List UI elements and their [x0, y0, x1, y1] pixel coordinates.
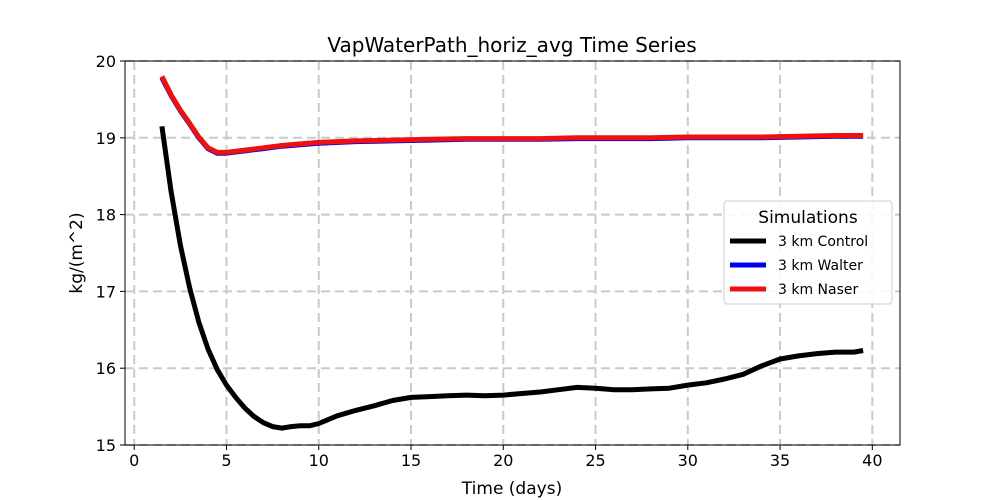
- x-tick-label: 10: [309, 451, 329, 470]
- legend-entries: 3 km Control 3 km Walter 3 km Naser: [730, 234, 868, 298]
- x-tick-label: 25: [585, 451, 605, 470]
- axis-ticks: 0 5 10 15 20 25 30 35 40 15 16 17 18 19 20: [96, 52, 883, 470]
- x-tick-label: 5: [221, 451, 231, 470]
- y-axis-label: kg/(m^2): [67, 212, 87, 293]
- legend-box: [723, 200, 893, 305]
- y-tick-label: 20: [96, 52, 116, 71]
- y-tick-label: 19: [96, 129, 116, 148]
- x-tick-label: 0: [129, 451, 139, 470]
- chart-title: VapWaterPath_horiz_avg Time Series: [327, 33, 696, 57]
- x-tick-label: 35: [770, 451, 790, 470]
- y-tick-label: 17: [96, 282, 116, 301]
- y-tick-label: 16: [96, 359, 116, 378]
- y-tick-label: 18: [96, 206, 116, 225]
- plot-frame: [124, 60, 901, 446]
- x-tick-label: 20: [493, 451, 513, 470]
- legend-label-3-km-walter: 3 km Walter: [778, 258, 863, 274]
- legend-label-3-km-naser: 3 km Naser: [778, 282, 859, 298]
- x-axis-label: Time (days): [461, 479, 562, 499]
- x-tick-label: 40: [862, 451, 882, 470]
- series-lines: [159, 75, 864, 431]
- y-tick-label: 15: [96, 436, 116, 455]
- legend-label-3-km-control: 3 km Control: [778, 234, 868, 250]
- x-tick-label: 30: [678, 451, 698, 470]
- x-tick-label: 15: [401, 451, 421, 470]
- series-line-3-km-naser: [159, 75, 864, 155]
- series-line-3-km-control: [159, 125, 864, 431]
- legend-title: Simulations: [758, 208, 858, 228]
